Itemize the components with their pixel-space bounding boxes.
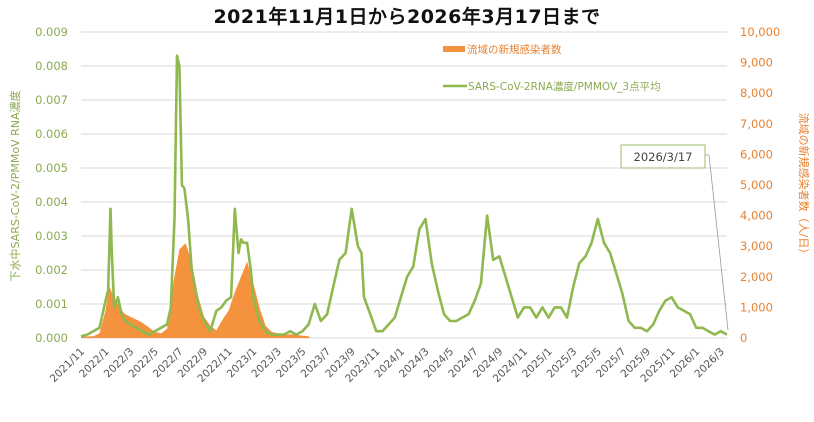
right-axis-title: 流域の新規感染者数（人/日） [797, 113, 811, 260]
date-callout: 2026/3/17 [620, 144, 729, 331]
left-y-axis: 0.000 0.001 0.002 0.003 0.004 0.005 0.006 0.007… [35, 25, 68, 345]
x-axis: 2021/112022/12022/32022/52022/72022/9202… [48, 346, 727, 385]
right-tick-label: 1,000 [740, 300, 773, 314]
right-tick-label: 7,000 [740, 117, 773, 131]
left-tick-label: 0.005 [35, 161, 68, 175]
right-tick-label: 2,000 [740, 270, 773, 284]
callout-pointer-line [708, 154, 729, 331]
left-tick-label: 0.003 [35, 229, 68, 243]
x-tick-label: 2021/11 [48, 346, 87, 385]
legend-line-label: SARS-CoV-2RNA濃度/PMMOV_3点平均 [468, 80, 661, 93]
left-tick-label: 0.006 [35, 127, 68, 141]
left-tick-label: 0.007 [35, 93, 68, 107]
left-tick-label: 0.008 [35, 59, 68, 73]
right-tick-label: 5,000 [740, 178, 773, 192]
right-y-axis: 0 1,000 2,000 3,000 4,000 5,000 6,000 7,000 8,00… [740, 25, 780, 345]
left-tick-label: 0.001 [35, 297, 68, 311]
right-tick-label: 0 [740, 331, 747, 345]
left-tick-label: 0.004 [35, 195, 68, 209]
right-tick-label: 3,000 [740, 239, 773, 253]
left-tick-label: 0.009 [35, 25, 68, 39]
chart-title: 2021年11月1日から2026年3月17日まで [213, 6, 601, 28]
right-tick-label: 6,000 [740, 147, 773, 161]
right-tick-label: 4,000 [740, 209, 773, 223]
right-tick-label: 8,000 [740, 86, 773, 100]
callout-box [620, 144, 706, 169]
legend-bar-label: 流域の新規感染者数 [467, 43, 562, 56]
left-tick-label: 0.002 [35, 263, 68, 277]
gridlines [81, 31, 727, 339]
right-tick-label: 10,000 [740, 25, 780, 39]
right-tick-label: 9,000 [740, 56, 773, 70]
rna-concentration-line [80, 54, 728, 338]
legend-bar-swatch [443, 46, 465, 52]
left-tick-label: 0.000 [35, 331, 68, 345]
legend: 流域の新規感染者数 SARS-CoV-2RNA濃度/PMMOV_3点平均 [443, 43, 661, 93]
left-axis-title: 下水中SARS-CoV-2/PMMoV RNA濃度 [8, 90, 22, 281]
callout-text: 2026/3/17 [634, 150, 693, 164]
